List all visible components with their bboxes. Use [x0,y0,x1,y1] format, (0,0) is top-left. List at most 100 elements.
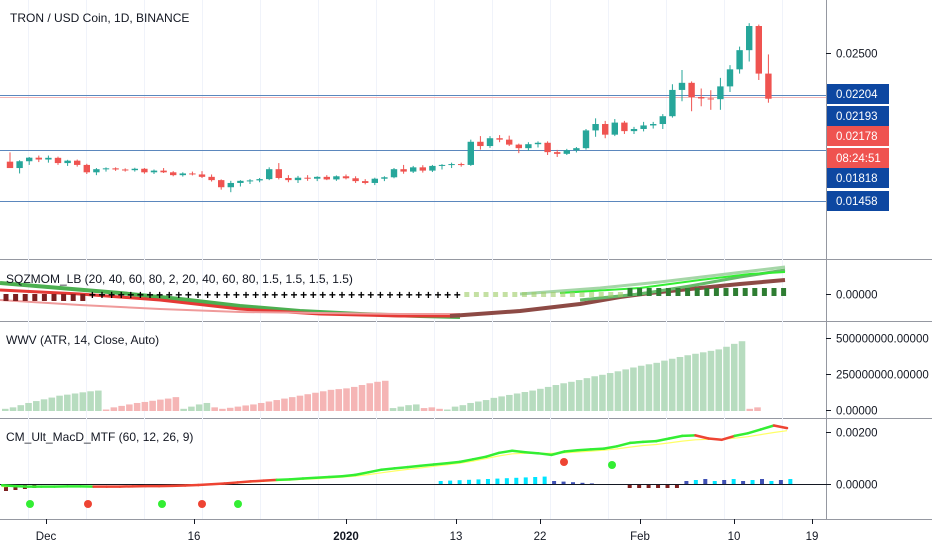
wwv-volume-bar [350,386,358,411]
candle-body [582,130,590,149]
macd-line-segment [432,461,449,466]
wwv-volume-bar [296,395,304,411]
sqzmom-cross-marker: + [435,288,442,302]
macd-line-segment [236,480,252,484]
macd-line-segment [628,440,645,445]
sqzmom-histogram-bar [61,294,67,301]
macd-line-segment [537,452,553,457]
candle-body [419,167,426,171]
wwv-volume-bar [358,385,366,411]
wwv-volume-bar [126,404,133,411]
wwv-volume-bar [242,405,249,411]
wwv-volume-bar [754,407,761,411]
wwv-volume-bar [676,356,684,411]
wwv-volume-bar [64,394,71,411]
candlestick-series [6,23,772,193]
sqzmom-cross-marker: + [310,288,317,302]
macd-histogram-bar [4,485,8,491]
macd-line-segment [576,448,592,452]
sqzmom-cross-marker: + [214,288,221,302]
sqzmom-cross-marker: + [127,288,134,302]
main-pane-title: TRON / USD Coin, 1D, BINANCE [10,11,189,25]
candle-body [102,168,110,170]
wwv-volume-bar [25,402,32,411]
candle-body [314,176,321,179]
macd-cross-dot [26,500,34,508]
price-level-tag-label: 0.01818 [836,173,878,185]
wwv-volume-bar [102,409,110,411]
macd-line-segment [0,484,17,488]
macd-line-segment [733,432,749,438]
macd-histogram-bar [627,485,632,488]
wwv-volume-bar [723,346,730,411]
sqzmom-cross-marker: + [406,288,413,302]
wwv-volume-bar [521,392,529,411]
wwv-volume-bar [288,397,296,411]
sqzmom-lines [0,265,786,319]
macd-axis[interactable]: 0.00200 0.00000 [826,428,878,492]
sqzmom-histogram-bar [70,294,76,301]
candle-body [611,122,618,135]
price-level-tag-label: 0.02193 [836,111,878,123]
wwv-axis[interactable]: 500000000.00000 250000000.00000 0.00000 [826,334,929,418]
price-axis[interactable]: 0.02500 0.022040.021930.0217808:24:510.0… [826,49,889,212]
macd-line-segment [367,468,383,474]
macd-histogram-bar [589,483,594,484]
candle-body [35,157,42,160]
wwv-volume-bar [599,374,606,411]
wwv-volume-bar [537,388,544,411]
wwv-volume-bar [374,381,381,411]
sqzmom-cross-marker: + [367,288,374,302]
sqzmom-histogram-bar [617,292,623,297]
candle-body [678,82,686,90]
time-tick-label: Feb [630,531,650,543]
time-axis[interactable]: Dec 16 2020 13 22 Feb 10 19 [36,519,819,543]
macd-histogram-bar [533,477,538,484]
sqzmom-cross-marker: + [137,288,144,302]
candle-body [467,141,474,165]
candle-body [573,148,580,151]
candle-body [83,164,90,173]
sqzmom-axis[interactable]: 0.00000 [826,290,878,302]
wwv-volume-bar [560,383,567,411]
candle-body [410,167,417,172]
wwv-volume-bar [164,398,172,411]
wwv-volume-bar [312,392,319,411]
sqzmom-histogram-bar [675,288,681,296]
sqzmom-histogram-bar [665,288,671,296]
sqzmom-momentum-line [0,288,460,318]
sqzmom-histogram-bar [3,294,9,301]
wwv-volume-bar [40,399,48,411]
macd-line-segment [602,445,619,450]
candle-body [54,157,62,164]
wwv-volume-bar [335,389,343,411]
candle-body [6,161,14,169]
wwv-volume-bar [738,341,746,411]
wwv-volume-bar [157,399,164,411]
candle-body [477,141,484,147]
macd-line-segment [707,437,723,442]
wwv-volume-bar [281,398,288,411]
price-level-tag [827,126,889,146]
wwv-volume-bar [273,400,280,411]
macd-cross-dot [608,461,616,469]
candle-body [256,179,263,181]
macd-line-segment [406,464,422,469]
candle-body [563,150,570,154]
macd-histogram-bar [703,479,708,484]
macd-cross-dot [198,500,206,508]
wwv-volume-bar [513,393,521,411]
sqzmom-histogram-bar [41,294,47,301]
sqzmom-histogram-bar [473,292,479,297]
sqzmom-cross-marker: + [281,288,288,302]
sqzmom-histogram-bar [704,288,710,296]
wwv-volume-bar [568,381,575,411]
wwv-volume-bar [56,395,63,411]
candle-body [390,169,398,178]
candle-body [141,168,148,173]
wwv-volume-bar [467,402,474,411]
wwv-tick-label: 250000000.00000 [836,370,929,382]
wwv-volume-bar [226,407,234,411]
macd-histogram-bar [448,480,453,484]
candle-body [275,169,282,178]
